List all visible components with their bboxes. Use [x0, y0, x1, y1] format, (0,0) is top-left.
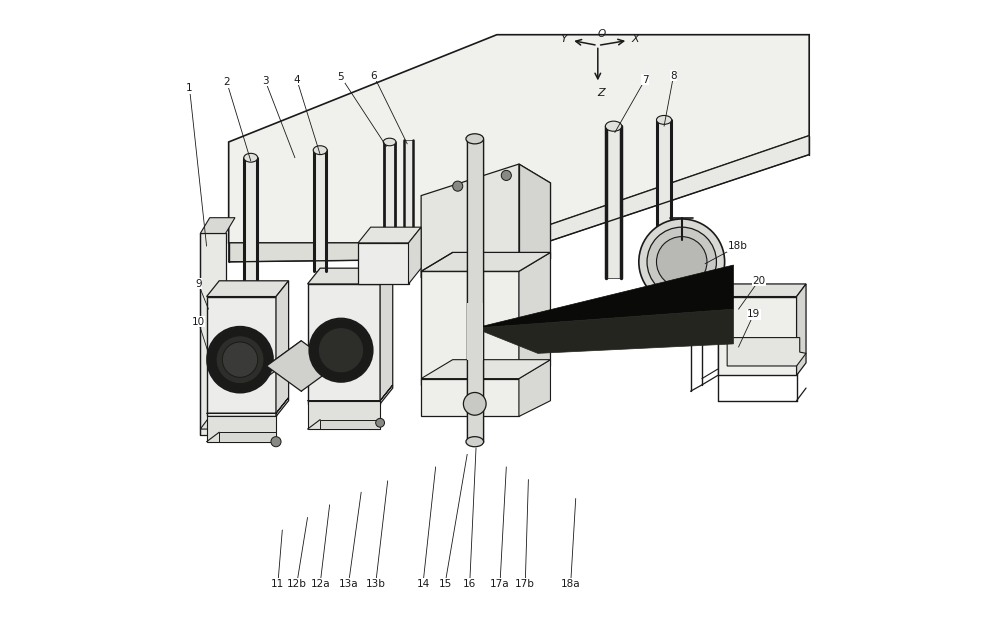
Polygon shape: [308, 385, 393, 401]
Polygon shape: [519, 164, 550, 278]
Polygon shape: [467, 303, 483, 360]
Ellipse shape: [383, 138, 396, 146]
Polygon shape: [229, 243, 497, 262]
Ellipse shape: [605, 121, 622, 131]
Polygon shape: [267, 341, 336, 391]
Circle shape: [376, 418, 385, 427]
Text: 2: 2: [223, 77, 230, 87]
Polygon shape: [314, 150, 326, 271]
Circle shape: [271, 437, 281, 447]
Polygon shape: [797, 284, 806, 375]
Polygon shape: [421, 379, 519, 416]
Polygon shape: [421, 164, 550, 278]
Circle shape: [208, 328, 272, 391]
Text: Z: Z: [597, 88, 605, 98]
Text: 1: 1: [186, 83, 193, 93]
Text: 3: 3: [262, 76, 269, 86]
Text: 15: 15: [438, 579, 452, 589]
Text: 9: 9: [195, 279, 202, 289]
Circle shape: [463, 392, 486, 415]
Polygon shape: [657, 120, 671, 227]
Polygon shape: [200, 416, 235, 429]
Polygon shape: [200, 233, 226, 435]
Text: X: X: [632, 34, 639, 44]
Polygon shape: [308, 268, 393, 284]
Text: 20: 20: [752, 276, 765, 286]
Polygon shape: [467, 139, 483, 442]
Polygon shape: [497, 136, 809, 259]
Polygon shape: [519, 360, 550, 416]
Polygon shape: [244, 158, 257, 316]
Polygon shape: [421, 360, 550, 379]
Polygon shape: [421, 271, 519, 385]
Ellipse shape: [244, 311, 258, 320]
Polygon shape: [358, 227, 421, 243]
Circle shape: [656, 237, 707, 287]
Text: 16: 16: [463, 579, 476, 589]
Text: 8: 8: [670, 71, 677, 81]
Polygon shape: [421, 252, 550, 271]
Ellipse shape: [244, 153, 258, 162]
Polygon shape: [404, 140, 413, 230]
Text: 17a: 17a: [490, 579, 510, 589]
Text: 18b: 18b: [728, 241, 748, 251]
Text: 13a: 13a: [339, 579, 358, 589]
Ellipse shape: [466, 134, 484, 144]
Circle shape: [647, 227, 716, 297]
Polygon shape: [308, 401, 380, 429]
Circle shape: [501, 170, 511, 180]
Polygon shape: [276, 281, 289, 416]
Text: 12b: 12b: [287, 579, 307, 589]
Polygon shape: [384, 142, 395, 245]
Circle shape: [311, 320, 371, 380]
Circle shape: [222, 342, 258, 377]
Ellipse shape: [466, 437, 484, 447]
Text: 17b: 17b: [515, 579, 535, 589]
Polygon shape: [308, 284, 380, 404]
Circle shape: [216, 336, 264, 384]
Text: 19: 19: [747, 309, 760, 319]
Polygon shape: [207, 297, 276, 416]
Polygon shape: [409, 227, 421, 284]
Text: 7: 7: [642, 74, 648, 85]
Polygon shape: [229, 35, 809, 243]
Circle shape: [453, 181, 463, 191]
Ellipse shape: [656, 115, 672, 124]
Text: 18a: 18a: [561, 579, 580, 589]
Text: 10: 10: [192, 317, 205, 327]
Text: 14: 14: [416, 579, 430, 589]
Polygon shape: [718, 284, 806, 297]
Polygon shape: [207, 416, 276, 442]
Polygon shape: [207, 281, 289, 297]
Text: 11: 11: [271, 579, 285, 589]
Text: 4: 4: [294, 74, 300, 85]
Polygon shape: [727, 338, 806, 366]
Polygon shape: [475, 265, 733, 328]
Polygon shape: [519, 252, 550, 385]
Polygon shape: [267, 341, 301, 377]
Polygon shape: [475, 309, 733, 353]
Text: Y: Y: [560, 34, 567, 44]
Polygon shape: [380, 268, 393, 404]
Text: 13b: 13b: [366, 579, 386, 589]
Polygon shape: [200, 218, 235, 233]
Text: 12a: 12a: [310, 579, 330, 589]
Polygon shape: [320, 420, 380, 429]
Polygon shape: [207, 398, 289, 413]
Polygon shape: [606, 126, 621, 278]
Polygon shape: [219, 432, 276, 442]
Text: O: O: [598, 29, 606, 39]
Text: 6: 6: [370, 71, 377, 81]
Circle shape: [318, 327, 364, 373]
Ellipse shape: [313, 146, 327, 155]
Polygon shape: [358, 243, 409, 284]
Text: 5: 5: [338, 72, 344, 82]
Circle shape: [639, 219, 725, 305]
Polygon shape: [718, 297, 797, 375]
